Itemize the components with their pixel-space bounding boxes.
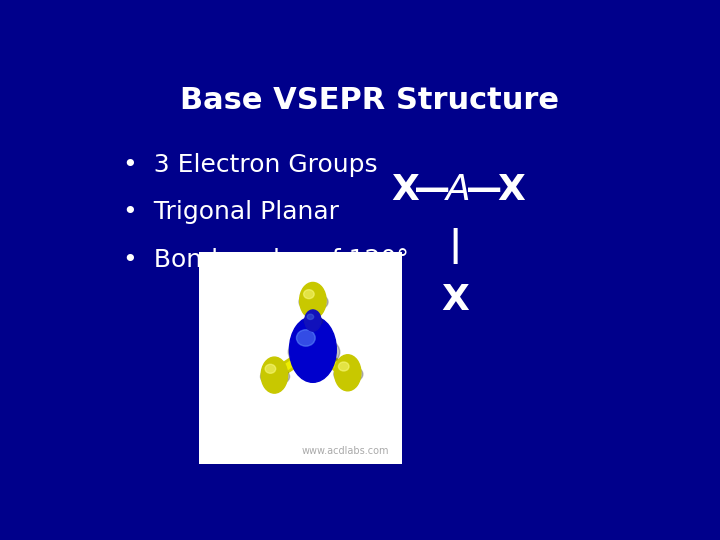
Text: •  3 Electron Groups: • 3 Electron Groups <box>124 153 378 177</box>
Ellipse shape <box>261 357 287 393</box>
Text: A: A <box>446 173 471 206</box>
Ellipse shape <box>338 362 349 371</box>
Ellipse shape <box>334 365 363 383</box>
Text: |: | <box>449 228 462 264</box>
Ellipse shape <box>305 310 321 331</box>
Text: •  Bond angles of 120°: • Bond angles of 120° <box>124 248 410 272</box>
Ellipse shape <box>261 368 289 386</box>
Ellipse shape <box>304 289 314 299</box>
Text: —: — <box>415 173 451 206</box>
Text: Base VSEPR Structure: Base VSEPR Structure <box>179 86 559 114</box>
Ellipse shape <box>265 364 276 373</box>
Ellipse shape <box>335 355 361 391</box>
Ellipse shape <box>300 282 326 319</box>
Ellipse shape <box>288 336 340 368</box>
Bar <box>199 252 402 464</box>
Text: X: X <box>498 173 525 206</box>
Text: X: X <box>441 283 469 317</box>
Ellipse shape <box>299 293 328 311</box>
Ellipse shape <box>297 330 315 346</box>
Text: X: X <box>392 173 419 206</box>
Text: www.acdlabs.com: www.acdlabs.com <box>302 447 390 456</box>
Text: —: — <box>466 173 502 206</box>
Text: •  Trigonal Planar: • Trigonal Planar <box>124 200 340 225</box>
Ellipse shape <box>289 316 336 382</box>
Ellipse shape <box>307 314 314 320</box>
Ellipse shape <box>305 316 323 327</box>
